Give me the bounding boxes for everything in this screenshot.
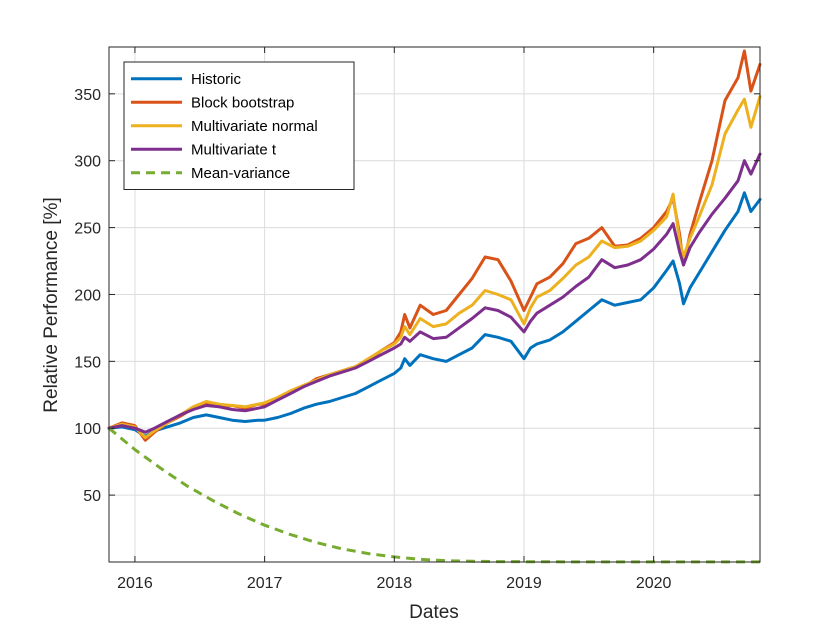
y-tick-label: 50 [83,488,101,505]
axis-ticks: 50 100 150 200 250 300 350 2016 2017 2018 2019 2020 [74,47,760,592]
legend-label: Multivariate t [191,141,277,158]
x-tick-label: 2017 [247,575,283,592]
plot-area-frame [108,46,761,563]
y-tick-label: 150 [74,354,101,371]
x-tick-label: 2019 [506,575,542,592]
series-line-multivariate-normal [107,95,762,440]
y-tick-label: 250 [74,221,101,238]
legend-label: Mean-variance [191,165,290,182]
y-tick-label: 100 [74,421,101,438]
y-tick-label: 350 [74,87,101,104]
series-line-historic [107,191,762,438]
legend-label: Historic [191,71,242,88]
y-tick-label: 300 [74,154,101,171]
legend-label: Block bootstrap [191,94,294,111]
legend-label: Multivariate normal [191,118,318,135]
y-tick-label: 200 [74,287,101,304]
x-tick-label: 2018 [377,575,413,592]
y-axis-title: Relative Performance [%] [41,197,62,412]
x-axis-title: Dates [409,602,459,623]
x-tick-label: 2020 [636,575,672,592]
legend: Historic Block bootstrap Multivariate norm… [123,61,355,190]
x-tick-label: 2016 [117,575,153,592]
series-line-multivariate-t [107,152,762,434]
